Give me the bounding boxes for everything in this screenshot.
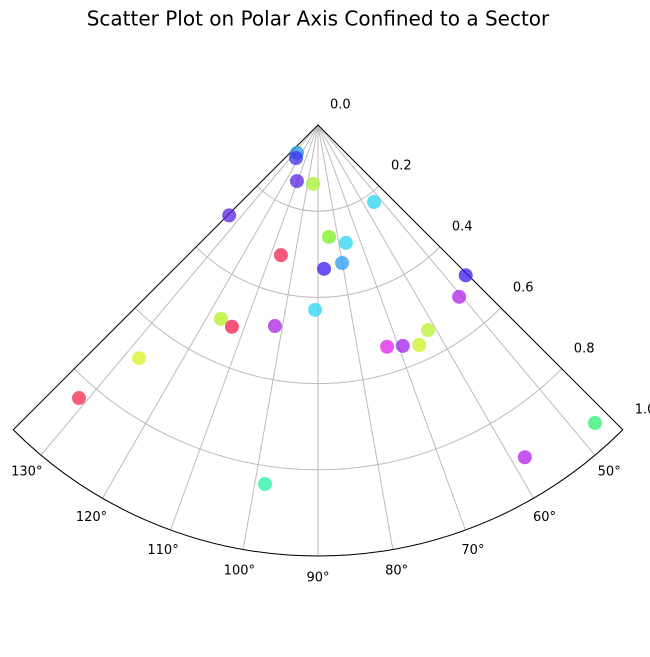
r-tick-label: 0.8 — [574, 341, 595, 356]
point — [338, 235, 353, 250]
point — [224, 319, 239, 334]
point — [273, 248, 288, 263]
r-tick-label: 0.0 — [330, 98, 351, 113]
point — [132, 351, 147, 366]
grid-ray — [102, 124, 319, 499]
point — [366, 195, 381, 210]
point — [412, 338, 427, 353]
grid-ray — [317, 124, 596, 456]
r-tick-label: 1.0 — [635, 402, 650, 417]
theta-tick-label: 90° — [306, 571, 329, 586]
point — [458, 268, 473, 283]
r-tick-label: 0.2 — [391, 158, 412, 173]
theta-tick-label: 110° — [147, 543, 178, 558]
theta-tick-label: 50° — [598, 465, 621, 480]
point — [335, 255, 350, 270]
point — [306, 176, 321, 191]
point — [517, 450, 532, 465]
point — [267, 319, 282, 334]
point — [71, 391, 86, 406]
grid-ray — [40, 124, 319, 456]
theta-tick-label: 100° — [224, 564, 255, 579]
point — [289, 174, 304, 189]
grid-ray — [242, 124, 319, 550]
point — [395, 338, 410, 353]
r-tick-label: 0.6 — [513, 280, 534, 295]
theta-tick-label: 80° — [385, 564, 408, 579]
theta-tick-label: 70° — [461, 543, 484, 558]
point — [222, 208, 237, 223]
r-tick-label: 0.4 — [452, 219, 473, 234]
point — [420, 323, 435, 338]
grid-ray — [170, 124, 319, 531]
grid-ray — [317, 124, 466, 531]
grid-ray — [317, 124, 534, 499]
chart-title: Scatter Plot on Polar Axis Confined to a… — [87, 7, 550, 31]
point — [587, 416, 602, 431]
point — [288, 150, 303, 165]
point — [452, 289, 467, 304]
sector-frame — [12, 124, 624, 557]
theta-tick-label: 120° — [76, 510, 107, 525]
point — [308, 302, 323, 317]
point — [317, 261, 332, 276]
point — [213, 311, 228, 326]
point — [257, 477, 272, 492]
point — [380, 339, 395, 354]
point — [321, 229, 336, 244]
theta-tick-label: 60° — [533, 510, 556, 525]
grid-ray — [317, 124, 394, 550]
theta-tick-label: 130° — [11, 465, 42, 480]
